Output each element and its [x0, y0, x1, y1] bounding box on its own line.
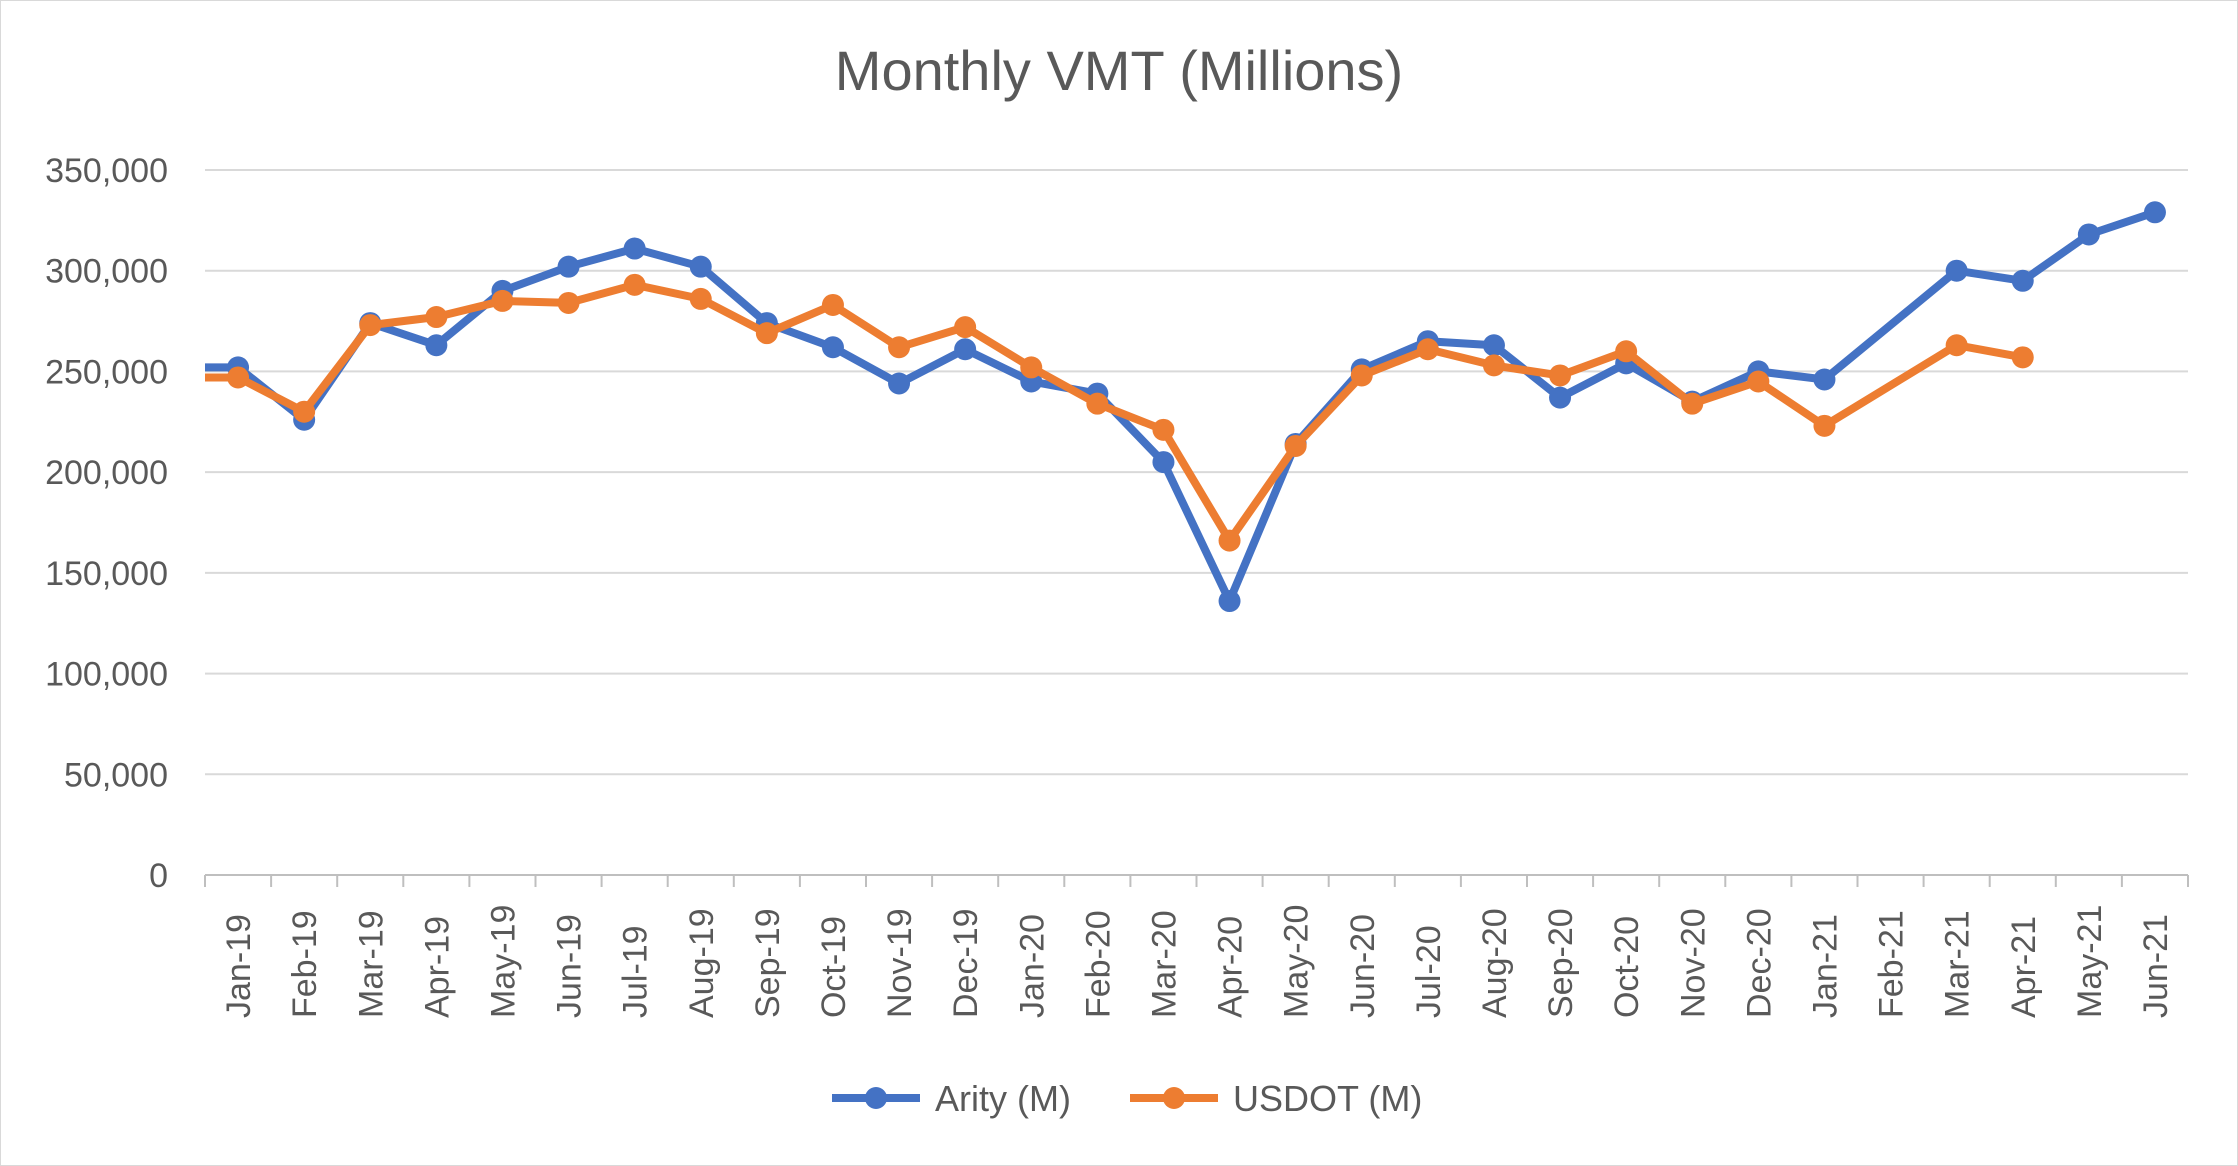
data-point [1020, 356, 1043, 379]
x-tick-label: Jan-20 [1013, 914, 1051, 1018]
data-point [1747, 370, 1770, 393]
x-tick-label: Feb-20 [1079, 910, 1117, 1018]
y-tick-label: 200,000 [45, 454, 168, 492]
x-tick-label: Nov-20 [1674, 908, 1712, 1018]
x-tick-label: Dec-20 [1740, 908, 1778, 1018]
x-tick-label: Apr-19 [418, 916, 456, 1018]
data-point [491, 289, 514, 312]
x-tick-label: Sep-19 [749, 908, 787, 1018]
data-point [227, 366, 250, 389]
y-axis: 0 50,000 100,000 150,000 200,000 250,000 300,0… [45, 152, 168, 895]
y-tick-label: 250,000 [45, 353, 168, 391]
data-point [1218, 590, 1241, 613]
legend: Arity (M) USDOT (M) [832, 1078, 1422, 1119]
x-tick-label: Feb-19 [286, 910, 324, 1018]
data-point [1086, 392, 1109, 415]
x-tick-label: Oct-19 [815, 916, 853, 1018]
data-point [1350, 364, 1373, 387]
data-point [1549, 364, 1572, 387]
x-tick-label: Mar-20 [1145, 910, 1183, 1018]
x-tick-label: Jun-20 [1344, 914, 1382, 1018]
data-point [1615, 340, 1638, 363]
data-point [888, 372, 911, 395]
data-point [359, 314, 382, 337]
legend-label: Arity (M) [935, 1078, 1071, 1119]
plot-series [205, 201, 2166, 613]
x-tick-label: Feb-21 [1873, 910, 1911, 1018]
y-tick-label: 300,000 [45, 253, 168, 291]
data-point [1945, 259, 1968, 282]
chart-title: Monthly VMT (Millions) [834, 39, 1404, 102]
series-line [205, 280, 2024, 545]
data-point [1681, 392, 1704, 415]
legend-item: Arity (M) [832, 1078, 1071, 1119]
x-tick-label: Jul-19 [617, 925, 655, 1018]
data-point [1813, 414, 1836, 437]
data-point [954, 316, 977, 339]
data-point [1482, 354, 1505, 377]
data-point [1152, 451, 1175, 474]
gridlines [205, 169, 2188, 776]
data-point [2077, 223, 2100, 246]
data-point [1284, 434, 1307, 457]
data-point [1945, 334, 1968, 357]
x-tick-label: Oct-20 [1608, 916, 1646, 1018]
x-axis: Jan-19 Feb-19 Mar-19 Apr-19 May-19 Jun-19 Jul-… [204, 874, 2189, 1018]
data-point [2011, 269, 2034, 292]
data-point [623, 273, 646, 296]
x-tick-label: May-21 [2071, 905, 2109, 1018]
data-point [293, 400, 316, 423]
x-tick-label: Aug-19 [683, 908, 721, 1018]
legend-swatch-marker [865, 1087, 887, 1109]
data-point [1549, 386, 1572, 409]
data-point [557, 291, 580, 314]
x-tick-label: Jan-21 [1806, 914, 1844, 1018]
data-point [1218, 529, 1241, 552]
data-point [1416, 338, 1439, 361]
data-point [2143, 201, 2166, 224]
legend-label: USDOT (M) [1233, 1078, 1422, 1119]
legend-item: USDOT (M) [1130, 1078, 1422, 1119]
data-point [954, 338, 977, 361]
y-tick-label: 0 [149, 857, 168, 895]
x-tick-label: Jan-19 [220, 914, 258, 1018]
x-tick-label: Jun-19 [551, 914, 589, 1018]
x-tick-label: Aug-20 [1476, 908, 1514, 1018]
data-point [1152, 418, 1175, 441]
x-tick-label: Nov-19 [881, 908, 919, 1018]
data-point [1482, 334, 1505, 357]
y-tick-label: 350,000 [45, 152, 168, 190]
x-tick-label: Mar-19 [352, 910, 390, 1018]
x-tick-label: Jun-21 [2137, 914, 2175, 1018]
y-tick-label: 100,000 [45, 656, 168, 694]
y-tick-label: 50,000 [64, 756, 168, 794]
data-point [755, 322, 778, 345]
series-usdot [205, 273, 2034, 552]
data-point [557, 255, 580, 278]
data-point [821, 336, 844, 359]
data-point [1813, 368, 1836, 391]
data-point [821, 293, 844, 316]
y-tick-label: 150,000 [45, 555, 168, 593]
data-point [425, 306, 448, 329]
data-point [689, 255, 712, 278]
x-tick-label: Apr-21 [2005, 916, 2043, 1018]
x-tick-label: Mar-21 [1939, 910, 1977, 1018]
x-tick-label: Jul-20 [1410, 925, 1448, 1018]
x-tick-label: May-19 [484, 905, 522, 1018]
data-point [623, 237, 646, 260]
x-tick-label: Sep-20 [1542, 908, 1580, 1018]
x-tick-label: May-20 [1278, 905, 1316, 1018]
data-point [689, 287, 712, 310]
x-tick-label: Apr-20 [1212, 916, 1250, 1018]
series-arity [205, 201, 2166, 613]
data-point [425, 334, 448, 357]
data-point [2011, 346, 2034, 369]
x-tick-label: Dec-19 [947, 908, 985, 1018]
legend-swatch-marker [1163, 1087, 1185, 1109]
data-point [888, 336, 911, 359]
